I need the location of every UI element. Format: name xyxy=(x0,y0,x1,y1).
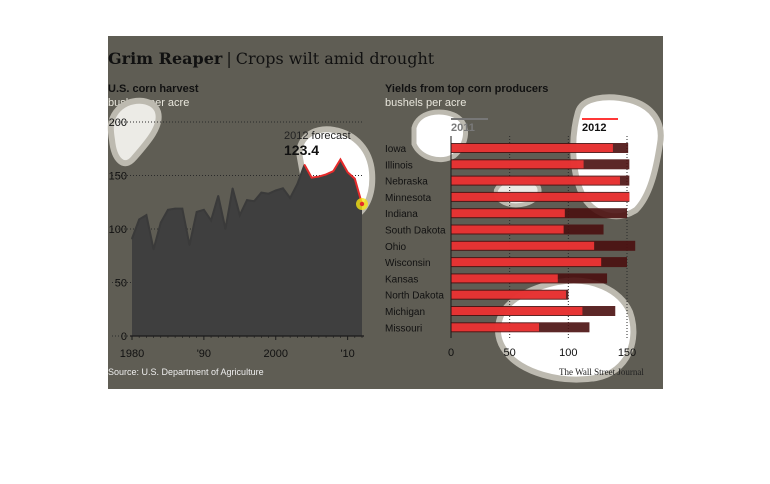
state-label: Illinois xyxy=(385,160,413,171)
bar-2012 xyxy=(451,192,630,201)
x-tick-label: 50 xyxy=(504,347,516,359)
x-tick-label: 0 xyxy=(448,347,454,359)
harvest-point xyxy=(138,218,140,221)
harvest-point xyxy=(303,164,306,166)
state-label: Michigan xyxy=(385,307,425,318)
legend-2011-label: 2011 xyxy=(451,122,475,134)
bar-2012 xyxy=(451,209,565,218)
bar-2012 xyxy=(451,323,539,332)
headline-bold: Grim Reaper xyxy=(108,49,223,68)
bar-2012 xyxy=(451,274,558,283)
harvest-point xyxy=(296,183,299,185)
state-label: North Dakota xyxy=(385,291,444,302)
y-tick-label: 150 xyxy=(109,171,127,183)
harvest-point xyxy=(224,228,227,230)
bar-2012 xyxy=(451,160,584,169)
state-label: Missouri xyxy=(385,323,422,334)
harvest-point xyxy=(239,214,241,216)
state-label: Kansas xyxy=(385,274,418,285)
bar-2012 xyxy=(451,307,583,315)
y-tick-label: 50 xyxy=(115,278,127,290)
bar-2012 xyxy=(451,258,602,267)
harvest-point xyxy=(159,221,162,224)
harvest-point xyxy=(354,177,356,180)
harvest-point xyxy=(131,237,133,240)
harvest-point xyxy=(188,244,191,246)
x-tick-label: '10 xyxy=(340,348,354,360)
source-note: Source: U.S. Department of Agriculture xyxy=(108,367,264,377)
harvest-point xyxy=(282,187,284,190)
harvest-point xyxy=(231,187,234,190)
harvest-point xyxy=(145,214,148,216)
bar-2012 xyxy=(451,144,613,152)
harvest-area xyxy=(132,159,362,336)
state-label: Indiana xyxy=(385,209,418,220)
harvest-point xyxy=(339,158,342,161)
x-tick-label: '90 xyxy=(197,348,211,360)
harvest-point xyxy=(289,197,291,199)
headline-rest: Crops wilt amid drought xyxy=(235,49,435,68)
bar-2012 xyxy=(451,176,620,185)
x-tick-label: 1980 xyxy=(120,348,144,360)
harvest-point xyxy=(274,189,277,192)
legend-2012-label: 2012 xyxy=(582,122,606,134)
x-tick-label: 150 xyxy=(618,347,636,359)
blob-left-top xyxy=(107,97,162,167)
harvest-point xyxy=(174,207,176,210)
y-tick-label: 200 xyxy=(109,117,127,129)
state-label: Ohio xyxy=(385,242,407,253)
x-tick-label: 100 xyxy=(559,347,577,359)
state-label: South Dakota xyxy=(385,226,446,237)
harvest-point xyxy=(318,175,320,178)
harvest-point xyxy=(346,171,349,174)
harvest-point xyxy=(267,192,270,195)
harvest-point xyxy=(152,248,155,251)
harvest-point xyxy=(195,211,198,213)
harvest-point xyxy=(167,208,169,211)
harvest-point xyxy=(203,208,205,211)
harvest-point xyxy=(325,173,327,176)
headline: Grim Reaper | Crops wilt amid drought xyxy=(108,49,434,68)
forecast-label: 2012 forecast xyxy=(284,130,351,142)
state-label: Nebraska xyxy=(385,177,428,188)
credit-line: The Wall Street Journal xyxy=(559,367,644,377)
headline-separator: | xyxy=(226,49,232,68)
bar-2012 xyxy=(451,290,566,299)
harvest-point xyxy=(253,200,255,202)
y-tick-label: 0 xyxy=(121,331,127,343)
bar-2012 xyxy=(451,241,595,250)
right-chart-title: Yields from top corn producers xyxy=(385,83,549,95)
harvest-point xyxy=(181,207,184,210)
harvest-point xyxy=(210,219,212,222)
forecast-point xyxy=(359,201,365,207)
bar-2012 xyxy=(451,225,564,234)
state-label: Minnesota xyxy=(385,193,432,204)
right-chart: 2011 2012 0 50 100 150 Iowa Illinois Nebraska Min… xyxy=(385,118,636,359)
forecast-value: 123.4 xyxy=(284,142,319,158)
harvest-point xyxy=(246,199,248,201)
y-tick-label: 100 xyxy=(109,224,127,236)
state-label: Wisconsin xyxy=(385,258,431,269)
harvest-point xyxy=(260,191,263,194)
left-chart-title: U.S. corn harvest xyxy=(108,83,199,95)
harvest-point xyxy=(332,170,335,173)
harvest-point xyxy=(310,176,313,179)
harvest-point xyxy=(217,195,220,197)
x-tick-label: 2000 xyxy=(264,348,288,360)
right-chart-unit: bushels per acre xyxy=(385,97,467,109)
state-label: Iowa xyxy=(385,144,407,155)
